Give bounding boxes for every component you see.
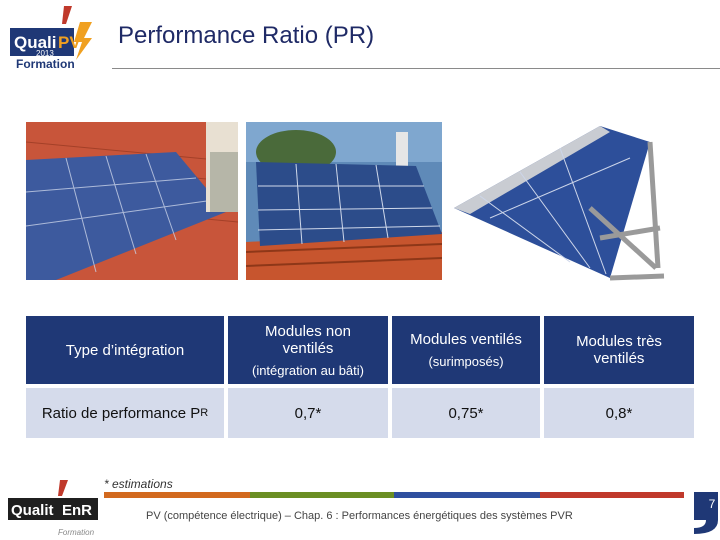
ground-frame-panels-photo [450,118,666,288]
logo-sub: Formation [16,57,75,71]
value-col2-cell: 0,75* [392,388,540,438]
footer-logo-quote-mark [58,480,68,496]
row-label-sub: R [200,407,209,419]
footer-text: PV (compétence électrique) – Chap. 6 : P… [146,510,573,522]
header-divider [112,68,720,69]
header-col2-sub: (surimposés) [428,354,504,369]
roof-mounted-panels-photo [246,122,442,280]
page-number: 7 [709,497,716,511]
header-type-cell: Type d’intégration [26,316,224,384]
estimation-note: * estimations [104,477,173,491]
roof-integrated-panels-photo [26,122,238,280]
header-col1-line1: Modules non [265,322,351,340]
logo-brand-a: Quali [14,33,57,52]
footer-bar-red [540,492,684,498]
value-col1-cell: 0,7* [228,388,388,438]
row-label: Ratio de performance P [41,404,201,422]
logo-quote-mark [62,6,72,24]
header-col2-main: Modules ventilés [410,331,522,348]
footer-logo-brand-a: Qualit [11,502,54,519]
value-col3-cell: 0,8* [544,388,694,438]
value-col3: 0,8* [605,404,633,422]
header-col1-line2: ventilés [282,339,334,357]
footer-bar-green [250,492,394,498]
page-title: Performance Ratio (PR) [118,22,375,49]
qualipv-logo: Quali PV 2013 Formation [10,6,92,71]
footer-logo-sub: Formation [58,528,95,537]
header-type-label: Type d’intégration [65,341,185,359]
header-col1-cell: Modules non ventilés (intégration au bât… [228,316,388,384]
header-col2-cell: Modules ventilés (surimposés) [392,316,540,384]
header-col1-sub: (intégration au bâti) [251,362,364,378]
value-col1: 0,7* [294,404,322,422]
header-col3-line1: Modules très [576,333,662,350]
qualitenr-logo: Qualit EnR Formation [8,480,98,537]
header-col3-line2: ventilés [593,350,645,367]
table-header-row: Type d’intégration Modules non ventilés … [26,316,694,384]
footer-logo-brand-b: EnR [62,502,92,519]
header-col3-cell: Modules très ventilés [544,316,694,384]
page-number-badge: 7 [694,492,718,534]
lightning-icon [74,22,92,60]
value-col2: 0,75* [448,404,484,422]
footer-bar-blue [394,492,540,498]
logo-year: 2013 [36,49,54,58]
footer-bar-orange [104,492,250,498]
